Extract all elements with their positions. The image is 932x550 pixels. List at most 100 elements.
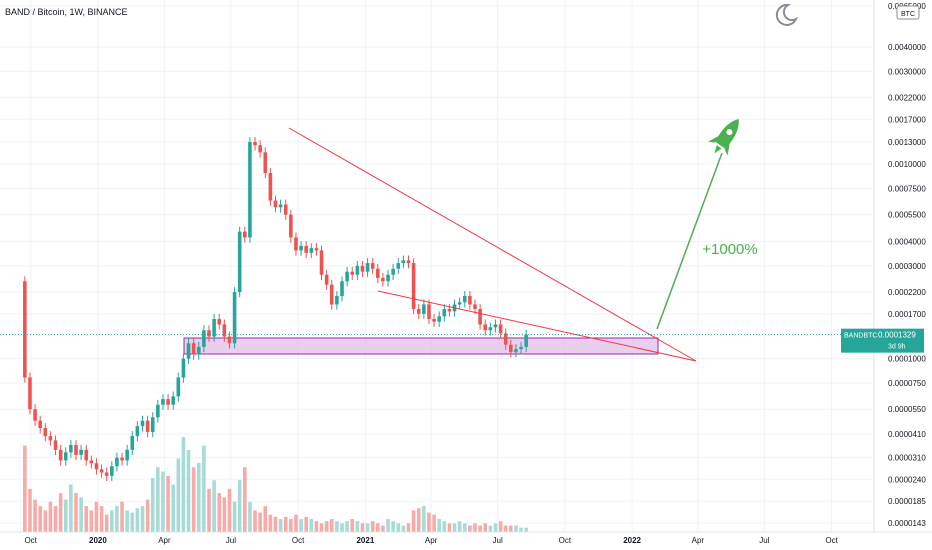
candle-body	[212, 318, 216, 337]
volume-bar	[447, 523, 452, 532]
volume-bar	[53, 506, 58, 532]
price-tick-label: 0.0000750	[888, 379, 926, 388]
time-tick-label: Oct	[24, 536, 37, 545]
volume-bar	[43, 510, 48, 532]
candle-body	[171, 396, 175, 405]
candle-body	[181, 358, 186, 378]
volume-bar	[258, 512, 262, 532]
time-tick-label: Jul	[226, 536, 236, 545]
volume-bar	[181, 437, 186, 532]
candle-body	[140, 420, 145, 427]
candle-body	[422, 304, 426, 314]
candle-body	[161, 399, 165, 405]
support-zone-layer	[183, 337, 659, 355]
candle-body	[237, 231, 242, 293]
volume-bar	[427, 512, 431, 532]
volume-bar	[329, 519, 334, 532]
candle-body	[53, 440, 58, 450]
volume-bar	[166, 475, 170, 532]
time-tick-label: Oct	[825, 536, 838, 545]
candle-body	[406, 260, 411, 264]
candle-body	[488, 327, 493, 331]
candle-body	[396, 263, 401, 269]
volume-bar	[370, 521, 375, 532]
candle-countdown: 3d 9h	[888, 344, 906, 351]
candle-body	[248, 141, 252, 238]
falling-wedge-lower-line	[377, 290, 697, 362]
candle-body	[166, 399, 170, 405]
moon-icon[interactable]	[775, 3, 799, 26]
candle-body	[253, 141, 257, 146]
current-price-marker: BANDBTC 0.0001329 3d 9h	[841, 328, 924, 353]
volume-bar	[514, 525, 518, 532]
volume-bar	[309, 519, 314, 532]
volume-bar	[145, 499, 150, 532]
candle-body	[196, 346, 201, 355]
current-price-value: 0.0001329	[878, 331, 916, 340]
candle-body	[243, 231, 247, 238]
candle-body	[432, 318, 436, 322]
candle-body	[427, 304, 431, 319]
price-axis[interactable]: 0.00650000.00400000.00300000.00220000.00…	[888, 2, 926, 528]
volume-bar	[243, 467, 247, 532]
volume-bar	[84, 506, 89, 532]
volume-bar	[294, 514, 298, 532]
candle-body	[468, 295, 472, 305]
time-tick-label: Apr	[692, 536, 705, 545]
candle-body	[324, 274, 329, 285]
volume-bar	[488, 525, 493, 532]
currency-badge-label: BTC	[901, 11, 915, 18]
volume-bar	[304, 516, 308, 532]
volume-bar	[99, 506, 104, 532]
volume-bar	[360, 523, 365, 532]
price-tick-label: 0.0003000	[888, 262, 926, 271]
volume-bar	[519, 527, 523, 532]
candle-body	[110, 466, 114, 476]
candle-body	[340, 281, 344, 296]
price-tick-label: 0.0001000	[888, 355, 926, 364]
time-axis[interactable]: Oct 2020 Apr Jul Oct 2021 Apr Jul Oct 2022 Apr Jul O…	[24, 536, 838, 545]
volume-bar	[432, 514, 436, 532]
candle-body	[120, 457, 124, 461]
volume-bar	[28, 488, 32, 532]
volume-bar	[319, 523, 324, 532]
candle-body	[319, 250, 324, 275]
candle-body	[191, 343, 196, 355]
time-tick-label: Jul	[759, 536, 769, 545]
candle-body	[58, 449, 63, 461]
volume-bar	[48, 501, 53, 532]
candle-body	[519, 346, 523, 350]
candle-body	[63, 452, 68, 461]
candle-body	[227, 336, 232, 344]
volume-bar	[273, 516, 278, 532]
volume-bar	[350, 519, 355, 532]
candle-body	[130, 436, 135, 450]
candle-body	[391, 268, 395, 275]
volume-bar	[94, 501, 99, 532]
price-tick-label: 0.0004000	[888, 238, 926, 247]
candle-body	[176, 377, 181, 397]
candle-body	[509, 344, 513, 353]
volume-bar	[493, 523, 498, 532]
price-tick-label: 0.0001700	[888, 310, 926, 319]
candle-body	[94, 463, 99, 470]
volume-bar	[58, 493, 63, 532]
candle-body	[360, 265, 365, 272]
time-tick-label: 2021	[356, 536, 374, 545]
volume-bar	[473, 523, 477, 532]
candle-body	[493, 324, 498, 328]
candle-body	[314, 248, 319, 251]
symbol-label: BANDBTC	[844, 333, 877, 340]
candle-body	[43, 428, 48, 437]
currency-badge[interactable]: BTC	[896, 5, 920, 20]
volume-bar	[381, 525, 385, 532]
candle-body	[386, 274, 390, 282]
candle-body	[150, 417, 155, 432]
price-tick-label: 0.0017000	[888, 115, 926, 124]
volume-bar	[478, 525, 482, 532]
candle-body	[125, 449, 129, 461]
volume-bar	[335, 521, 339, 532]
volume-bar	[130, 512, 135, 532]
volume-bar	[33, 499, 37, 532]
